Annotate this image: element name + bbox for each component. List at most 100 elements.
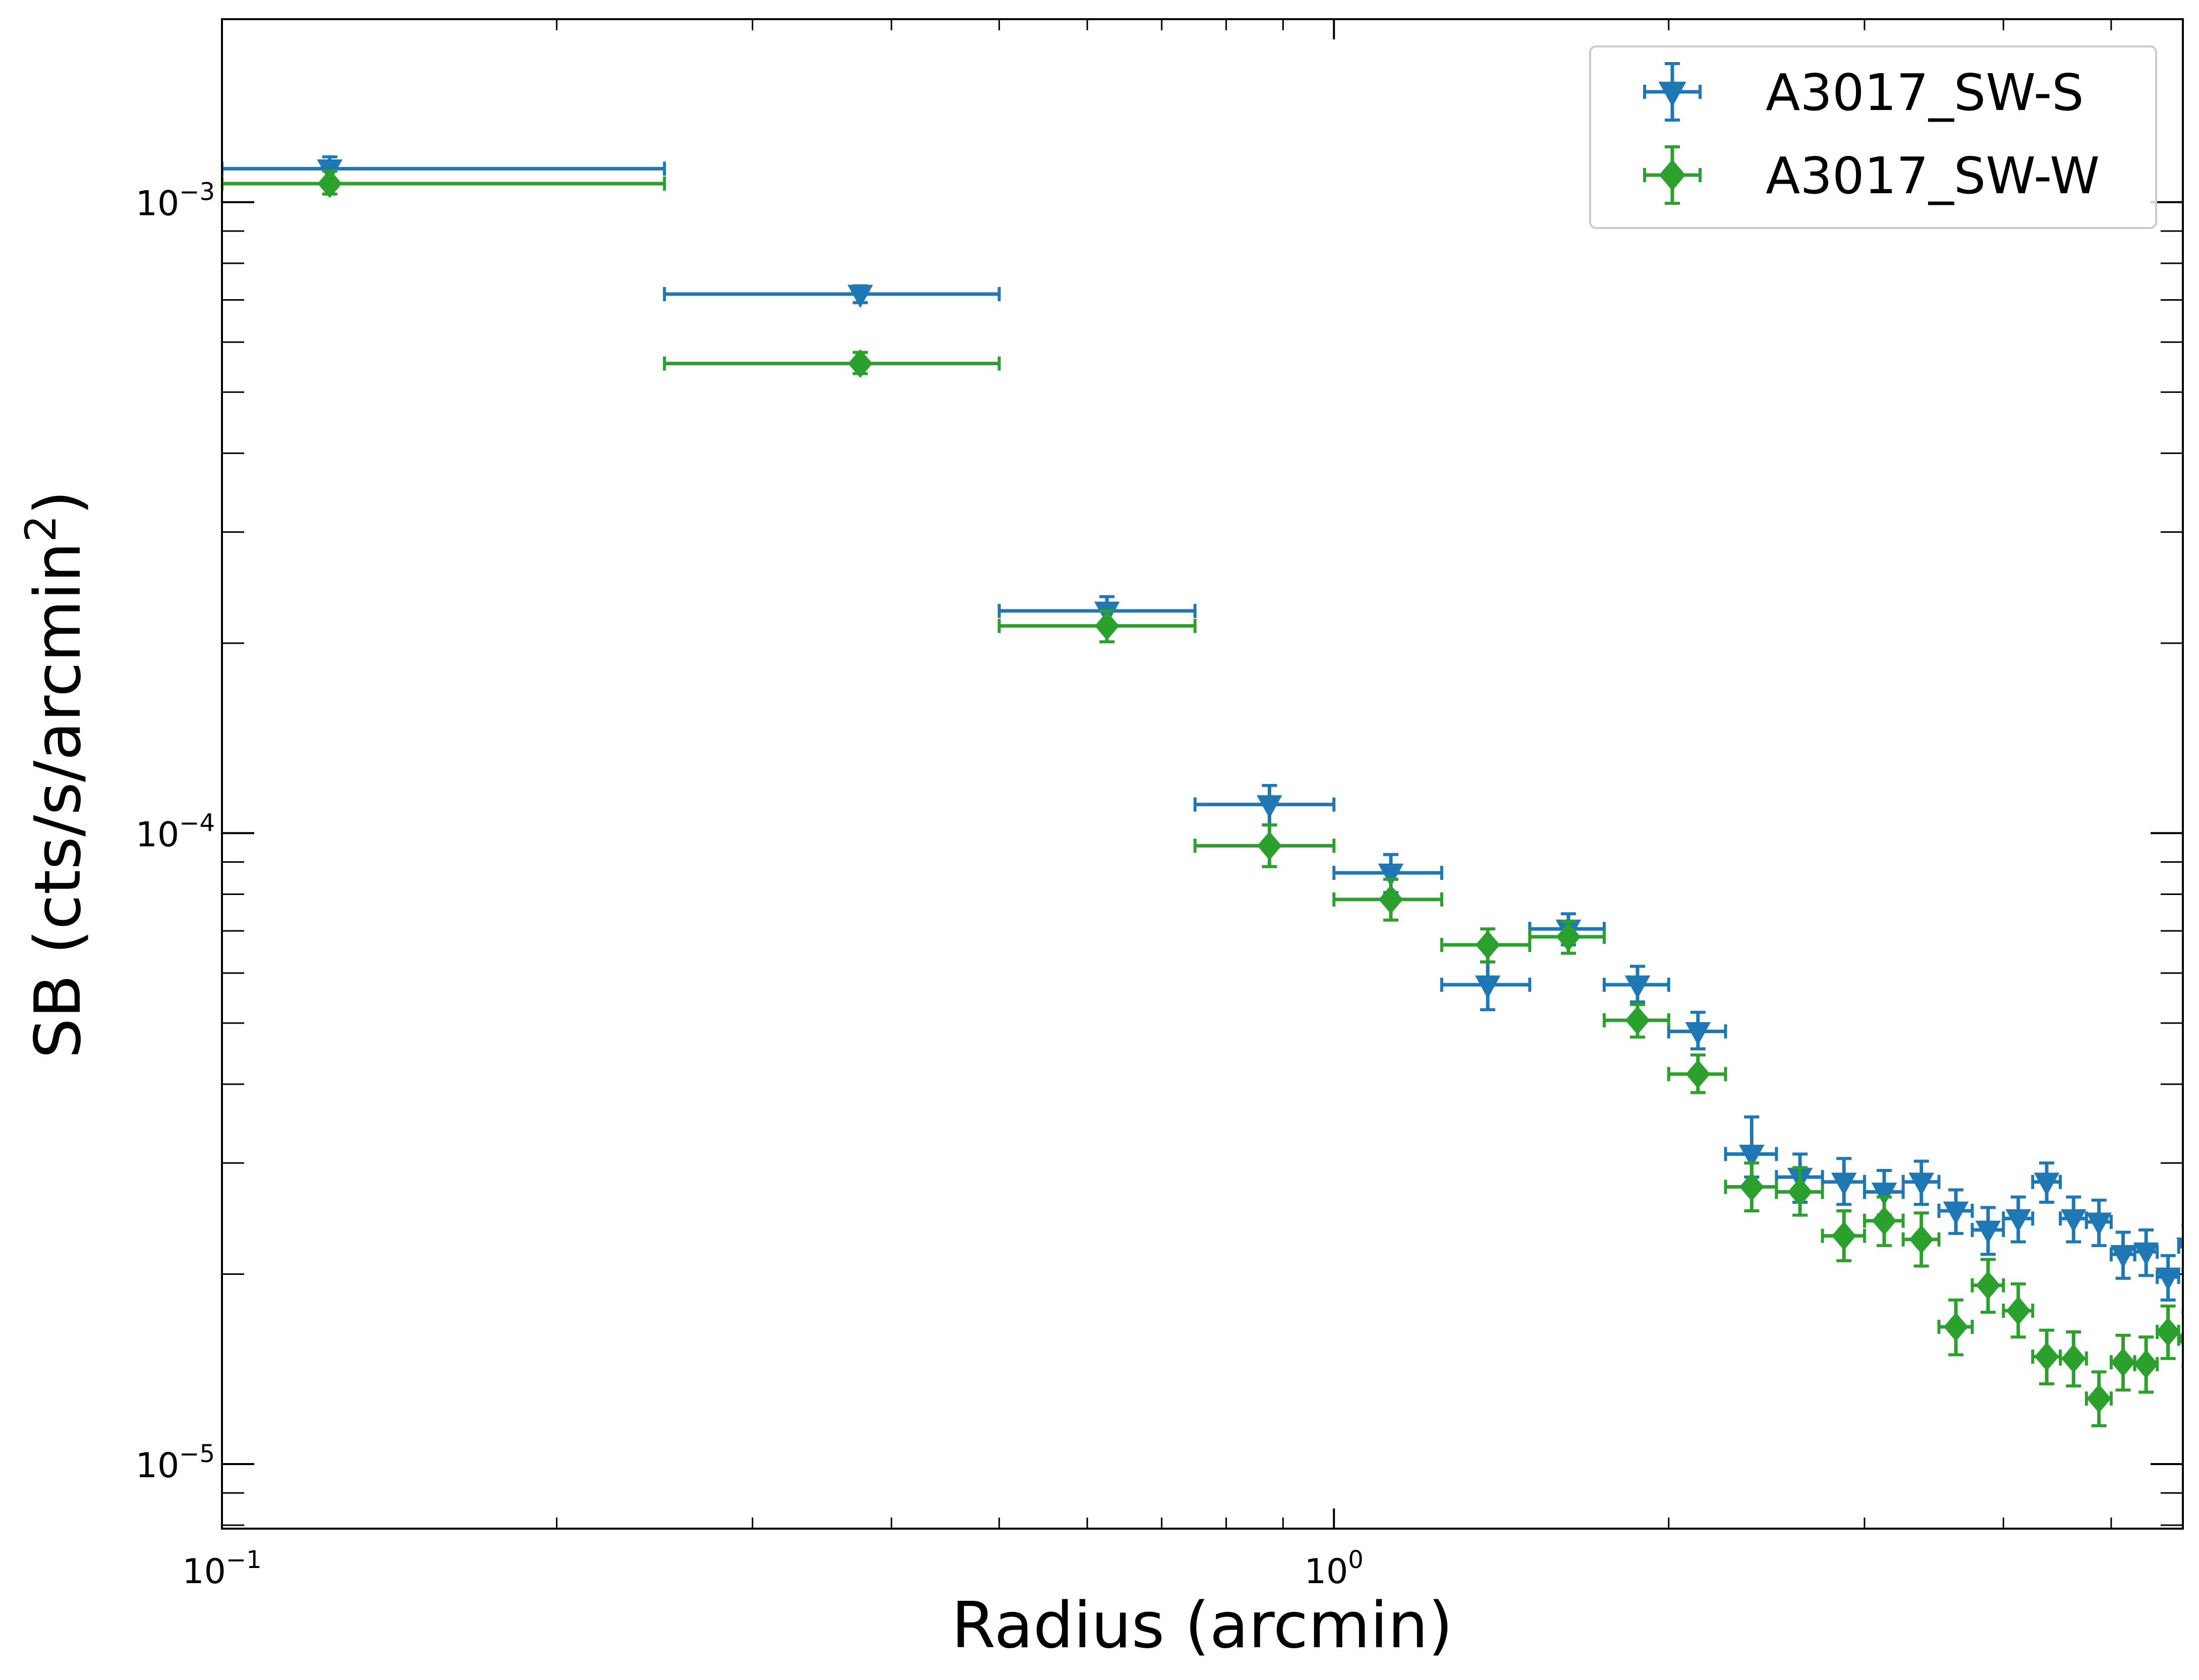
data-point bbox=[2059, 1330, 2088, 1388]
data-point bbox=[222, 169, 666, 198]
data-marker bbox=[1872, 1206, 1897, 1236]
data-point bbox=[1602, 965, 1670, 1004]
data-marker bbox=[848, 349, 873, 378]
data-point bbox=[1863, 1195, 1905, 1247]
legend-label-a3017-sw-s: A3017_SW-S bbox=[1766, 63, 2084, 122]
data-point bbox=[1332, 877, 1443, 922]
data-point bbox=[1667, 1011, 1727, 1051]
legend-marker-a3017-sw-w bbox=[1643, 145, 1702, 205]
data-point bbox=[2133, 1335, 2159, 1394]
data-marker bbox=[2034, 1172, 2060, 1196]
data-marker bbox=[317, 169, 342, 198]
data-marker bbox=[1739, 1172, 1764, 1202]
x-axis-label: Radius (arcmin) bbox=[951, 1588, 1453, 1662]
data-marker bbox=[1685, 1059, 1711, 1089]
data-marker bbox=[1943, 1312, 1968, 1341]
data-point bbox=[2084, 1370, 2113, 1428]
axis-ticks bbox=[221, 19, 2183, 1529]
y-axis-label-suffix: ) bbox=[21, 490, 95, 515]
data-point bbox=[2002, 1195, 2035, 1244]
data-marker bbox=[1378, 885, 1403, 914]
data-point bbox=[2059, 1195, 2088, 1244]
legend-frame bbox=[1589, 45, 2157, 229]
y-axis-label-superscript: 2 bbox=[16, 515, 66, 542]
y-tick-label: 10−4 bbox=[136, 809, 215, 855]
data-marker bbox=[2133, 1350, 2159, 1379]
data-point bbox=[1667, 1053, 1727, 1094]
data-marker bbox=[1738, 1145, 1765, 1168]
legend-label-a3017-sw-w: A3017_SW-W bbox=[1766, 146, 2100, 205]
y-axis-label-main: SB (cts/s/arcmin bbox=[21, 542, 95, 1058]
data-marker bbox=[1787, 1177, 1813, 1207]
data-point bbox=[1602, 1003, 1670, 1039]
axis-tick-labels: 10−1 100 10−5 10−4 10−3 bbox=[136, 178, 1364, 1592]
data-marker bbox=[2005, 1209, 2032, 1233]
data-point bbox=[1863, 1168, 1905, 1217]
data-point bbox=[1528, 920, 1606, 955]
data-marker bbox=[2111, 1348, 2135, 1377]
data-point bbox=[1775, 1166, 1824, 1217]
data-marker bbox=[2060, 1209, 2087, 1233]
legend: A3017_SW-S A3017_SW-W bbox=[1589, 45, 2157, 229]
data-marker bbox=[2110, 1245, 2136, 1268]
data-point bbox=[2133, 1228, 2159, 1277]
data-marker bbox=[1624, 975, 1651, 999]
data-marker bbox=[1909, 1225, 1934, 1254]
series-layer bbox=[222, 155, 2183, 1428]
data-marker bbox=[1943, 1201, 1969, 1225]
data-point bbox=[1193, 823, 1336, 868]
data-marker bbox=[1831, 1172, 1857, 1196]
legend-marker-a3017-sw-s bbox=[1643, 62, 1702, 122]
data-point bbox=[2084, 1198, 2113, 1247]
data-point bbox=[2031, 1328, 2062, 1386]
data-marker bbox=[1095, 611, 1119, 641]
data-marker bbox=[1257, 831, 1282, 860]
data-marker bbox=[1908, 1172, 1934, 1196]
data-point bbox=[663, 284, 1001, 308]
data-marker bbox=[1475, 930, 1500, 960]
data-marker bbox=[2156, 1317, 2180, 1347]
data-point bbox=[1937, 1188, 1974, 1235]
data-point bbox=[1901, 1211, 1941, 1268]
data-marker bbox=[1257, 795, 1282, 819]
data-point bbox=[2155, 1254, 2181, 1302]
data-marker bbox=[1378, 863, 1404, 887]
data-marker bbox=[1475, 975, 1501, 999]
data-point bbox=[2002, 1282, 2035, 1339]
legend-marker-symbol bbox=[1658, 82, 1686, 107]
data-marker bbox=[847, 285, 873, 308]
data-marker bbox=[1625, 1005, 1650, 1035]
series-a3017-sw-w bbox=[222, 169, 2183, 1428]
y-axis-label: SB (cts/s/arcmin2) bbox=[16, 490, 95, 1058]
plot-frame bbox=[221, 18, 2184, 1530]
data-point bbox=[2156, 1304, 2180, 1360]
data-marker bbox=[1871, 1183, 1897, 1206]
data-marker bbox=[2006, 1296, 2031, 1325]
data-marker bbox=[2177, 1331, 2183, 1346]
data-marker bbox=[1556, 922, 1581, 951]
data-point bbox=[2031, 1161, 2062, 1204]
data-point bbox=[1193, 783, 1336, 827]
data-marker bbox=[2087, 1384, 2111, 1413]
data-marker bbox=[2155, 1267, 2181, 1291]
data-marker bbox=[1831, 1221, 1856, 1251]
data-marker bbox=[1685, 1022, 1711, 1045]
data-point bbox=[663, 349, 1001, 378]
data-point bbox=[2109, 1333, 2136, 1392]
legend-marker-symbol bbox=[1659, 159, 1686, 191]
data-marker bbox=[2176, 1237, 2183, 1250]
data-marker bbox=[1976, 1271, 2001, 1300]
y-tick-label: 10−3 bbox=[136, 178, 215, 224]
data-point bbox=[1724, 1161, 1778, 1212]
x-tick-label: 10−1 bbox=[182, 1546, 261, 1592]
data-point bbox=[997, 609, 1197, 644]
data-point bbox=[1821, 1209, 1866, 1262]
data-point bbox=[1970, 1258, 2005, 1314]
data-point bbox=[1937, 1298, 1974, 1357]
data-point bbox=[1901, 1159, 1941, 1206]
data-marker bbox=[2061, 1344, 2086, 1373]
x-tick-label: 100 bbox=[1305, 1546, 1364, 1592]
data-marker bbox=[2086, 1212, 2112, 1236]
